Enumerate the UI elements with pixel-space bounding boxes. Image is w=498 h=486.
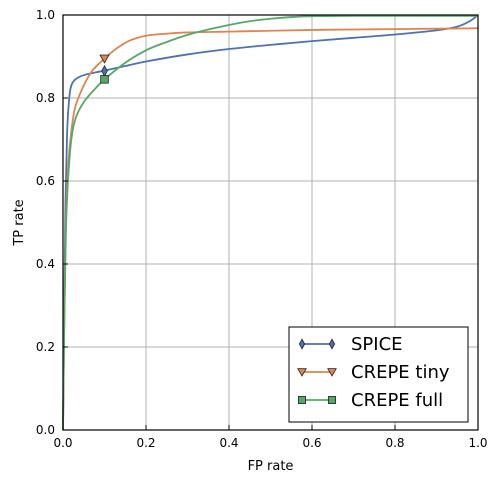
- legend: SPICE CREPE tiny CREPE full: [288, 326, 469, 423]
- legend-marker-crepe-tiny: [327, 368, 337, 377]
- y-tick-label: 0.8: [36, 91, 55, 105]
- x-tick-label: 1.0: [468, 436, 487, 450]
- curves: [62, 14, 479, 431]
- curve-crepe-full: [62, 14, 478, 431]
- legend-marker-spice: [298, 338, 306, 350]
- legend-label-crepe-tiny: CREPE tiny: [351, 362, 450, 383]
- legend-label-crepe-full: CREPE full: [351, 390, 443, 411]
- legend-box: [288, 326, 469, 423]
- y-tick-label: 0.4: [36, 257, 55, 271]
- y-tick-label: 0.0: [36, 423, 55, 437]
- x-tick-label: 0.8: [385, 436, 404, 450]
- x-tick-label: 0.4: [219, 436, 238, 450]
- y-tick-label: 0.2: [36, 340, 55, 354]
- y-tick-label: 1.0: [36, 8, 55, 22]
- y-axis-label: TP rate: [12, 199, 27, 246]
- legend-label-spice: SPICE: [351, 334, 403, 355]
- x-tick-label: 0.2: [136, 436, 155, 450]
- legend-marker-crepe-tiny: [297, 368, 307, 377]
- grid: [63, 15, 478, 430]
- x-tick-label: 0.0: [53, 436, 72, 450]
- legend-marker-crepe-full: [328, 396, 336, 404]
- x-axis-label: FP rate: [248, 459, 294, 474]
- x-tick-label: 0.6: [302, 436, 321, 450]
- ticks: 0.0 0.2 0.4 0.6 0.8 1.0 0.0 0.2 0.4 0.6 0.8 1.0: [36, 8, 488, 450]
- legend-marker-crepe-full: [298, 396, 306, 404]
- markers: [99, 54, 110, 84]
- y-tick-label: 0.6: [36, 174, 55, 188]
- legend-marker-spice: [328, 338, 336, 350]
- marker-crepe-full: [100, 75, 109, 84]
- marker-crepe-tiny: [99, 54, 110, 64]
- curve-spice: [62, 14, 479, 431]
- plot-frame: [62, 14, 479, 431]
